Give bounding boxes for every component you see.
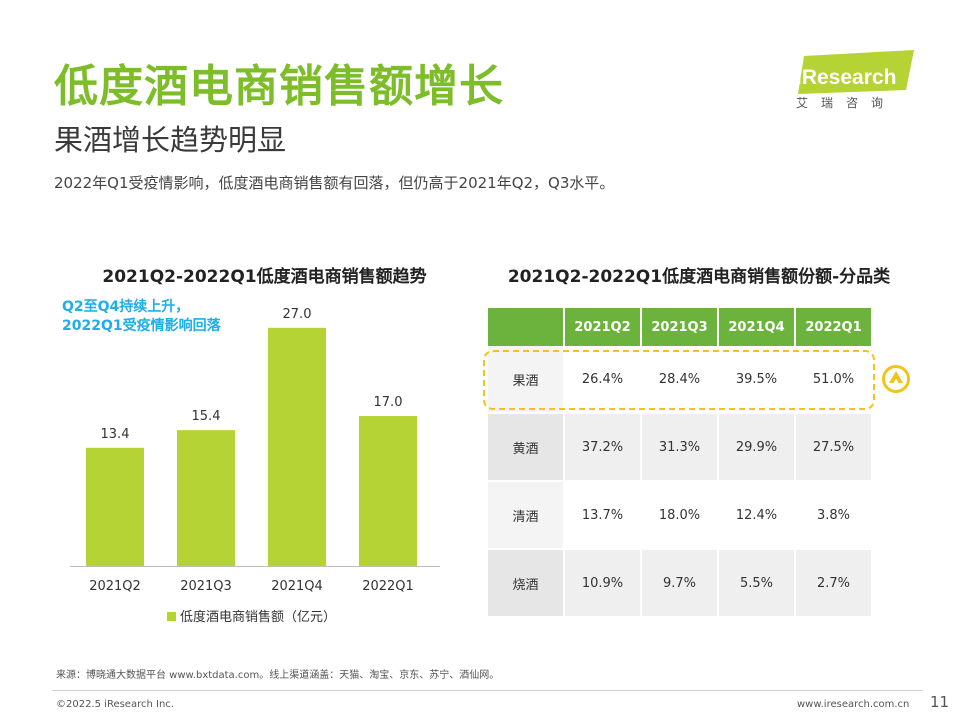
logo-text: iResearch	[796, 66, 896, 89]
table-cell: 26.4%	[565, 346, 640, 412]
table-cell: 29.9%	[719, 414, 794, 480]
table-row-qingjiu: 清酒 13.7% 18.0% 12.4% 3.8%	[488, 482, 871, 548]
table-cell: 3.8%	[796, 482, 871, 548]
table-cell-category: 烧酒	[488, 550, 563, 616]
table-title: 2021Q2-2022Q1低度酒电商销售额份额-分品类	[507, 267, 891, 287]
table-header-row: 2021Q2 2021Q3 2021Q4 2022Q1	[488, 308, 871, 346]
up-arrow-icon	[882, 365, 910, 393]
page-summary: 2022年Q1受疫情影响，低度酒电商销售额有回落，但仍高于2021年Q2，Q3水…	[54, 174, 615, 192]
table-cell-category: 黄酒	[488, 414, 563, 480]
bar-value-label: 27.0	[283, 307, 312, 322]
table-header-2021q3: 2021Q3	[642, 308, 717, 346]
table-cell: 12.4%	[719, 482, 794, 548]
table-cell: 51.0%	[796, 346, 871, 412]
site-url: www.iresearch.com.cn	[797, 699, 910, 710]
table-header-2021q2: 2021Q2	[565, 308, 640, 346]
bar-value-label: 17.0	[374, 395, 403, 410]
bar-chart: 13.4 2021Q2 15.4 2021Q3 27.0 2021Q4 17.0 2022Q1…	[70, 307, 440, 625]
page-title: 低度酒电商销售额增长	[54, 61, 504, 112]
footer-divider	[52, 690, 922, 691]
logo-cn-text: 艾瑞咨询	[796, 96, 897, 110]
table-header-2021q4: 2021Q4	[719, 308, 794, 346]
table-cell: 10.9%	[565, 550, 640, 616]
copyright: ©2022.5 iResearch Inc.	[56, 699, 174, 710]
share-table: 2021Q2 2021Q3 2021Q4 2022Q1 果酒 26.4% 28.…	[486, 308, 873, 616]
table-row-shaojiu: 烧酒 10.9% 9.7% 5.5% 2.7%	[488, 550, 871, 616]
table-row-huangjiu: 黄酒 37.2% 31.3% 29.9% 27.5%	[488, 414, 871, 480]
chart-title: 2021Q2-2022Q1低度酒电商销售额趋势	[102, 267, 427, 287]
source-note: 来源：博晓通大数据平台 www.bxtdata.com。线上渠道涵盖：天猫、淘宝…	[56, 670, 500, 681]
table-cell-category: 清酒	[488, 482, 563, 548]
table-cell: 18.0%	[642, 482, 717, 548]
table-cell-category: 果酒	[488, 346, 563, 412]
table-cell: 13.7%	[565, 482, 640, 548]
page-number: 11	[930, 693, 950, 711]
bar-2021q4	[268, 327, 326, 566]
x-tick-label: 2022Q1	[362, 579, 414, 594]
bar-2022q1	[359, 416, 417, 566]
x-tick-label: 2021Q4	[271, 579, 323, 594]
table-header-corner	[488, 308, 563, 346]
annotation-line-1: Q2至Q4持续上升，	[62, 299, 190, 315]
table-cell: 9.7%	[642, 550, 717, 616]
x-tick-label: 2021Q3	[180, 579, 232, 594]
table-cell: 31.3%	[642, 414, 717, 480]
page-subtitle: 果酒增长趋势明显	[54, 123, 287, 157]
annotation-line-2: 2022Q1受疫情影响回落	[62, 318, 221, 334]
iresearch-logo: iResearch	[796, 50, 914, 94]
legend-swatch	[167, 612, 176, 621]
bar-value-label: 13.4	[101, 427, 130, 442]
table-cell: 39.5%	[719, 346, 794, 412]
legend-label: 低度酒电商销售额（亿元）	[180, 609, 336, 625]
bar-2021q2	[86, 447, 144, 566]
x-tick-label: 2021Q2	[89, 579, 141, 594]
table-cell: 27.5%	[796, 414, 871, 480]
bar-value-label: 15.4	[192, 409, 221, 424]
table-cell: 2.7%	[796, 550, 871, 616]
table-cell: 28.4%	[642, 346, 717, 412]
table-cell: 5.5%	[719, 550, 794, 616]
table-header-2022q1: 2022Q1	[796, 308, 871, 346]
chart-annotation: Q2至Q4持续上升， 2022Q1受疫情影响回落	[62, 298, 221, 336]
table-cell: 37.2%	[565, 414, 640, 480]
bar-2021q3	[177, 430, 235, 566]
table-row-guojiu: 果酒 26.4% 28.4% 39.5% 51.0%	[488, 346, 871, 412]
highlight-box	[483, 350, 875, 410]
